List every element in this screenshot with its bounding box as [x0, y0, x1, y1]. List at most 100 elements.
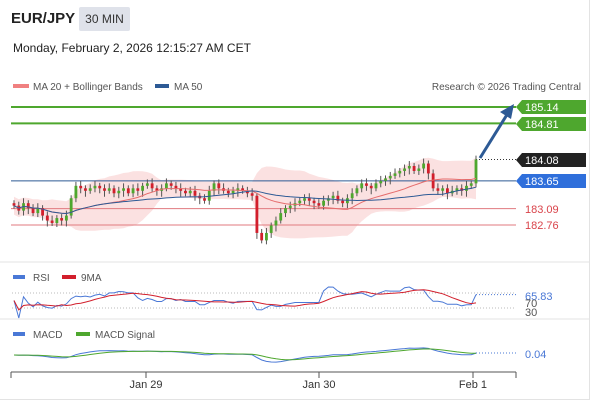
candle-body: [379, 180, 383, 184]
candle-body: [69, 198, 73, 216]
candle-body: [365, 183, 368, 186]
macd-signal-legend-swatch: [76, 332, 90, 336]
rsi-ma-line: [13, 289, 477, 311]
candle-body: [179, 188, 183, 191]
timeframe-badge[interactable]: 30 MIN: [79, 7, 130, 31]
candle-body: [274, 220, 278, 226]
candle-body: [45, 215, 49, 221]
candle-body: [31, 208, 35, 214]
ma50-legend-swatch: [155, 84, 169, 88]
level-label-184-08: 184.08: [525, 155, 559, 167]
candle-body: [60, 218, 64, 221]
candle-body: [345, 198, 349, 204]
candle-body: [422, 163, 426, 169]
candle-body: [384, 178, 387, 181]
candle-body: [36, 208, 40, 214]
x-axis-label-jan30: Jan 30: [302, 379, 335, 391]
candle-body: [388, 175, 392, 179]
candle-body: [241, 188, 245, 191]
rsi-ma-legend-label: 9MA: [81, 273, 102, 284]
candle-body: [212, 183, 216, 191]
rsi-legend: RSI 9MA: [13, 273, 102, 284]
moving-averages: [13, 177, 477, 215]
level-label-182-76: 182.76: [525, 220, 559, 232]
candle-body: [174, 185, 178, 189]
level-label-183-65: 183.65: [525, 176, 559, 188]
candle-body: [141, 185, 145, 191]
candle-body: [260, 232, 264, 241]
candle-body: [64, 215, 68, 221]
symbol-title: EUR/JPY: [11, 10, 76, 27]
candle-body: [455, 188, 459, 191]
candle-body: [407, 166, 411, 169]
candle-body: [126, 188, 130, 194]
candle-body: [469, 183, 473, 186]
target-arrow: [478, 104, 514, 159]
level-tags: 185.14 184.81 184.08 183.65 183.09 182.7…: [516, 100, 586, 232]
candle-body: [107, 188, 111, 191]
candle-body: [93, 185, 97, 189]
candle-body: [360, 183, 364, 189]
candle-body: [284, 208, 287, 214]
ma20-legend-swatch: [13, 84, 29, 88]
level-tag-184-81: [516, 117, 586, 131]
target-arrow-shaft: [478, 112, 510, 159]
candle-body: [374, 183, 378, 189]
candle-body: [74, 185, 78, 199]
rsi-lines: [13, 286, 516, 319]
level-label-183-09: 183.09: [525, 204, 559, 216]
candle-body: [269, 225, 273, 233]
candle-body: [312, 200, 316, 204]
candle-body: [431, 173, 435, 189]
candle-body: [26, 203, 30, 209]
macd-value-label: 0.04: [525, 349, 546, 361]
candle-body: [112, 188, 116, 194]
candle-body: [136, 188, 140, 191]
ma50-legend-label: MA 50: [174, 82, 203, 93]
candle-body: [164, 183, 168, 189]
candle-body: [84, 188, 87, 191]
bollinger-bands: [14, 157, 476, 239]
candle-body: [322, 200, 326, 206]
candle-body: [398, 170, 402, 174]
candle-body: [341, 200, 345, 204]
level-label-184-81: 184.81: [525, 119, 559, 131]
candle-body: [436, 188, 440, 191]
level-tag-185-14: [516, 100, 586, 114]
candle-body: [203, 198, 206, 201]
candle-body: [265, 232, 268, 241]
candle-body: [188, 190, 192, 194]
rsi-level-70-label: 70: [525, 298, 537, 310]
ma50-line: [13, 186, 477, 215]
candle-body: [88, 188, 92, 191]
candle-body: [474, 159, 478, 184]
candle-body: [12, 203, 16, 206]
candle-body: [217, 183, 221, 189]
candle-body: [441, 188, 445, 191]
candle-body: [193, 190, 197, 196]
rsi-ma-legend-swatch: [62, 275, 76, 279]
rsi-legend-label: RSI: [33, 273, 50, 284]
macd-signal-legend-label: MACD Signal: [95, 330, 155, 341]
candle-body: [103, 188, 106, 191]
candle-body: [446, 188, 449, 194]
candle-body: [426, 163, 430, 174]
candle-body: [150, 183, 154, 189]
candle-body: [412, 166, 416, 171]
candle-body: [350, 193, 354, 199]
candle-body: [155, 188, 159, 191]
macd-signal-line: [13, 348, 477, 361]
candle-body: [98, 185, 102, 189]
candle-body: [417, 168, 421, 171]
bollinger-band-fill: [14, 157, 476, 239]
chart-header: EUR/JPY 30 MIN: [0, 0, 590, 36]
candle-body: [226, 190, 230, 194]
copyright-text: Research © 2026 Trading Central: [432, 82, 581, 93]
candle-body: [184, 190, 187, 194]
ma20-legend-label: MA 20 + Bollinger Bands: [33, 82, 143, 93]
level-tag-183-65: [516, 174, 586, 188]
candle-body: [331, 195, 335, 199]
candle-body: [403, 168, 406, 171]
level-label-185-14: 185.14: [525, 102, 559, 114]
